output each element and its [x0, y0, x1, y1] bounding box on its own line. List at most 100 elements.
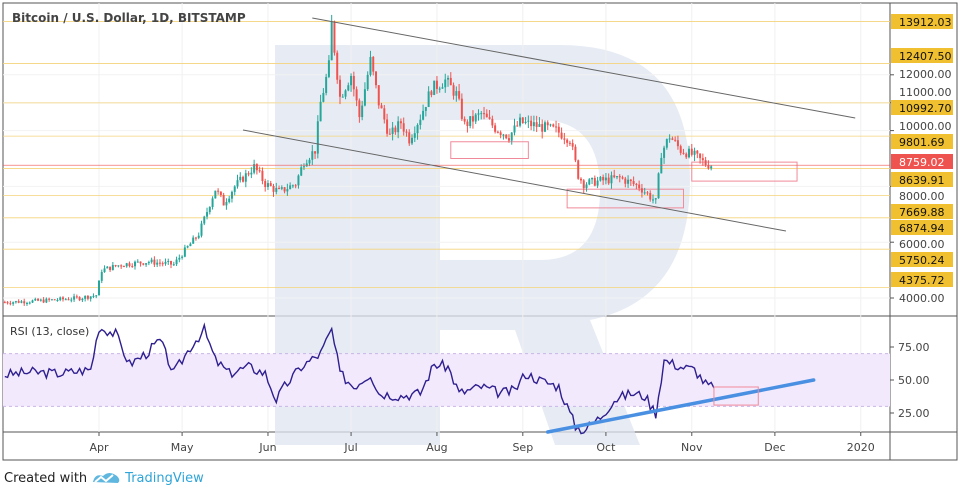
- candle: [330, 21, 333, 61]
- price-tick-label: 10000.00: [899, 120, 952, 133]
- candle: [139, 261, 142, 264]
- level-label-bg: [891, 204, 953, 219]
- candle: [103, 268, 106, 273]
- candle: [386, 119, 389, 134]
- candle: [214, 190, 217, 199]
- candle: [81, 298, 84, 301]
- candle: [98, 280, 100, 296]
- candle: [111, 265, 114, 271]
- candle: [181, 256, 184, 258]
- candle: [657, 173, 660, 199]
- candle: [289, 185, 292, 190]
- candle: [463, 118, 466, 122]
- candle: [452, 85, 455, 96]
- tradingview-link[interactable]: TradingView: [125, 470, 204, 486]
- candle: [671, 138, 674, 140]
- candle: [505, 134, 508, 139]
- last-price-label-bg: [891, 154, 953, 169]
- candle: [131, 265, 134, 267]
- candle: [150, 259, 153, 263]
- candle: [483, 113, 486, 115]
- candle: [352, 75, 355, 90]
- candle: [244, 173, 247, 182]
- candle: [458, 91, 461, 99]
- candle: [95, 295, 98, 297]
- price-tick-label: 6000.00: [899, 238, 945, 251]
- candle: [291, 185, 294, 187]
- candle: [621, 177, 624, 179]
- candle: [585, 184, 588, 189]
- candle: [519, 117, 522, 126]
- candle: [61, 297, 64, 300]
- channel-upper-line: [312, 17, 856, 119]
- candle: [272, 185, 275, 192]
- candle: [78, 297, 81, 301]
- candle: [629, 179, 632, 182]
- candle: [455, 91, 458, 96]
- candle: [563, 138, 566, 140]
- candle: [441, 87, 444, 89]
- candle: [466, 121, 469, 127]
- candle: [568, 142, 571, 144]
- candle: [178, 257, 181, 260]
- candle: [25, 302, 28, 304]
- candle: [255, 164, 258, 171]
- candle: [532, 122, 535, 127]
- candle: [233, 186, 236, 192]
- candle: [469, 116, 472, 127]
- candle: [685, 153, 688, 158]
- candle: [665, 139, 668, 148]
- candle: [206, 212, 209, 217]
- candle: [17, 301, 20, 303]
- candle: [308, 159, 311, 164]
- candle: [200, 223, 203, 236]
- candle: [189, 243, 192, 247]
- candle: [106, 266, 109, 269]
- candle: [305, 163, 308, 167]
- candle: [186, 246, 189, 248]
- candle: [474, 114, 477, 122]
- candle: [222, 194, 225, 206]
- rsi-label: RSI (13, close): [10, 325, 90, 338]
- candle: [607, 177, 610, 184]
- candle: [615, 176, 618, 178]
- candle: [37, 298, 40, 301]
- candle: [122, 266, 125, 268]
- rsi-tick-label: 25.00: [898, 407, 930, 420]
- candle: [668, 138, 671, 140]
- candle: [73, 296, 76, 300]
- time-label: Oct: [596, 441, 616, 454]
- time-label: Dec: [764, 441, 785, 454]
- candle: [134, 261, 137, 267]
- candle: [336, 52, 339, 80]
- candle: [250, 172, 253, 175]
- candle: [513, 125, 516, 133]
- candle: [75, 296, 78, 298]
- candle: [39, 299, 42, 301]
- candle: [444, 79, 447, 88]
- candle: [48, 298, 51, 300]
- level-label: 8639.91: [899, 174, 945, 187]
- candle: [435, 80, 438, 89]
- chart[interactable]: Apr May Jun Jul Aug Sep Oct Nov Dec 2020 12000.00 1…: [0, 0, 960, 465]
- candle: [147, 262, 150, 264]
- candle: [300, 167, 303, 176]
- candle: [693, 150, 696, 155]
- rsi-band: [3, 353, 890, 407]
- candle: [236, 180, 239, 187]
- candle: [591, 177, 594, 180]
- candle: [496, 131, 499, 133]
- candle: [646, 192, 649, 194]
- candle: [64, 299, 67, 301]
- candle: [679, 146, 682, 153]
- candle: [480, 113, 483, 115]
- candle: [219, 191, 222, 195]
- candle: [424, 106, 427, 111]
- candle: [142, 263, 145, 265]
- candle: [117, 265, 120, 267]
- candle: [283, 187, 286, 192]
- chart-title: Bitcoin / U.S. Dollar, 1D, BITSTAMP: [12, 11, 246, 25]
- candle: [397, 121, 400, 133]
- candle: [322, 92, 325, 102]
- level-label: 13912.03: [899, 16, 952, 29]
